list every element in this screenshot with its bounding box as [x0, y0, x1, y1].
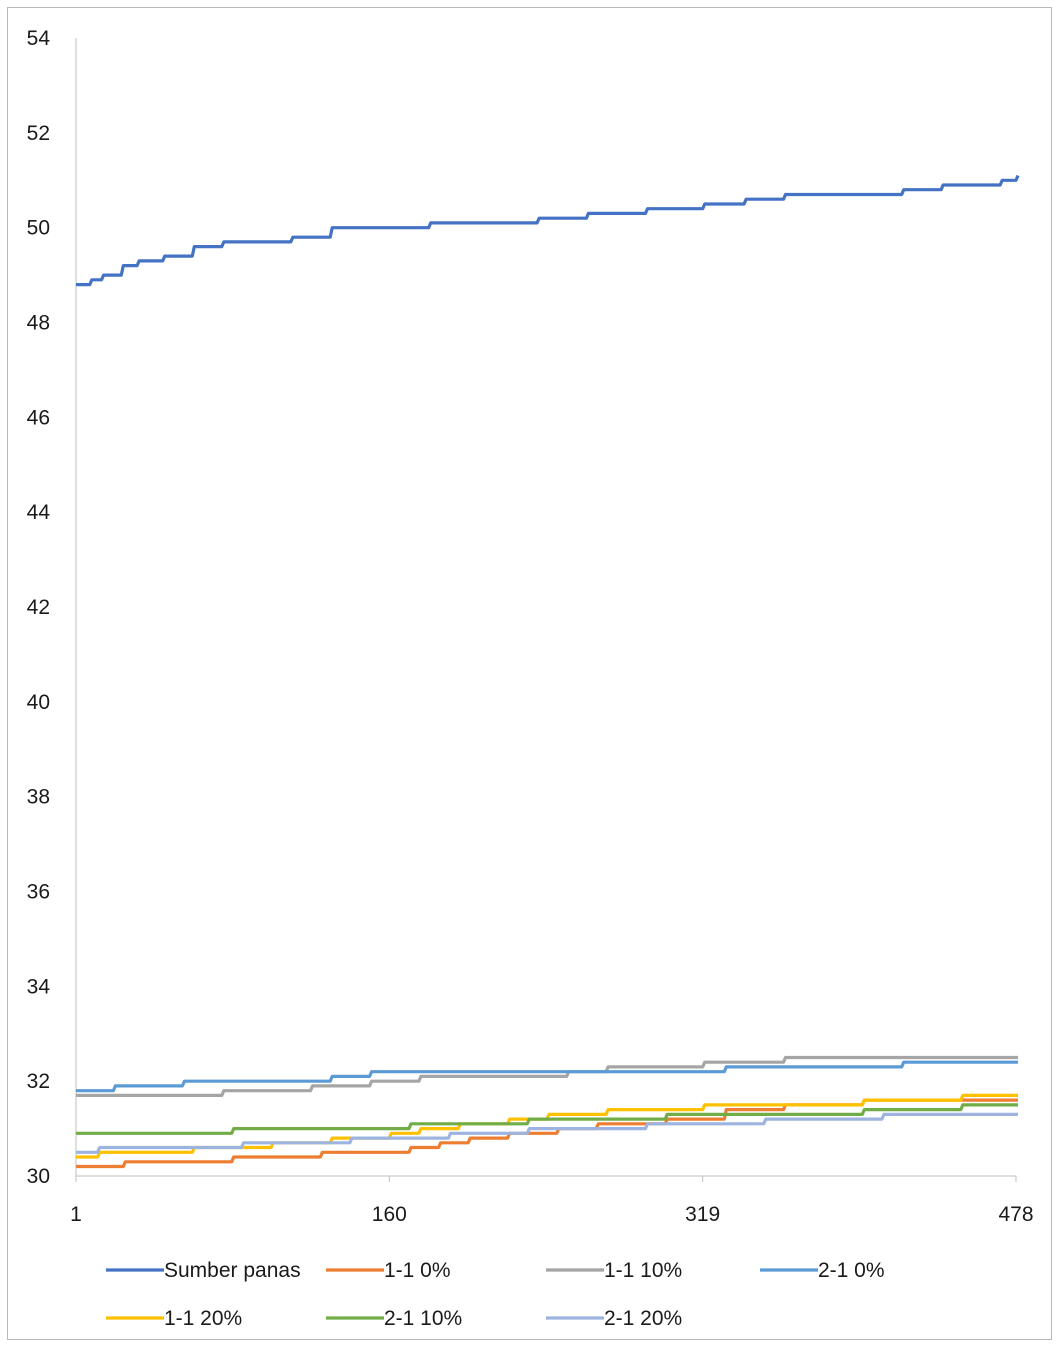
legend-label: 2-1 10%	[384, 1307, 462, 1330]
y-tick-labels: 54 52 50 48 46 44 42 40 38 36 34 32 30	[27, 27, 51, 1188]
y-tick-label: 52	[27, 122, 50, 145]
y-tick-label: 48	[27, 312, 50, 335]
legend-label: 1-1 0%	[384, 1259, 451, 1282]
legend: Sumber panas 1-1 0% 1-1 10% 2-1 0% 1-1 20% 2-…	[106, 1259, 885, 1330]
legend-label: Sumber panas	[164, 1259, 301, 1282]
y-tick-label: 42	[27, 596, 50, 619]
legend-label: 2-1 20%	[604, 1307, 682, 1330]
line-chart: 54 52 50 48 46 44 42 40 38 36 34 32 30 1 160 319 478 Su…	[27, 27, 1034, 1330]
x-tick-label: 160	[372, 1203, 407, 1226]
y-tick-label: 46	[27, 406, 50, 429]
legend-label: 1-1 10%	[604, 1259, 682, 1282]
x-tick-label: 478	[998, 1203, 1033, 1226]
y-tick-label: 30	[27, 1165, 50, 1188]
y-tick-label: 44	[27, 501, 51, 524]
y-tick-label: 54	[27, 27, 51, 50]
y-tick-label: 40	[27, 691, 50, 714]
series-line-5	[76, 1103, 1018, 1135]
y-tick-label: 38	[27, 786, 50, 809]
y-tick-label: 32	[27, 1070, 50, 1093]
chart-frame: 54 52 50 48 46 44 42 40 38 36 34 32 30 1 160 319 478 Su…	[7, 7, 1052, 1340]
x-tick-labels: 1 160 319 478	[70, 1176, 1034, 1226]
series-lines	[76, 174, 1020, 1169]
axes	[75, 38, 1016, 1177]
series-line-6	[76, 1112, 1018, 1154]
series-line-2	[76, 1055, 1018, 1097]
x-tick-label: 319	[685, 1203, 720, 1226]
y-tick-label: 36	[27, 881, 50, 904]
series-line-0	[76, 174, 1020, 287]
y-tick-label: 34	[27, 975, 51, 998]
x-tick-label: 1	[70, 1203, 82, 1226]
y-tick-label: 50	[27, 217, 50, 240]
series-line-3	[76, 1060, 1018, 1093]
legend-label: 1-1 20%	[164, 1307, 242, 1330]
legend-label: 2-1 0%	[818, 1259, 885, 1282]
